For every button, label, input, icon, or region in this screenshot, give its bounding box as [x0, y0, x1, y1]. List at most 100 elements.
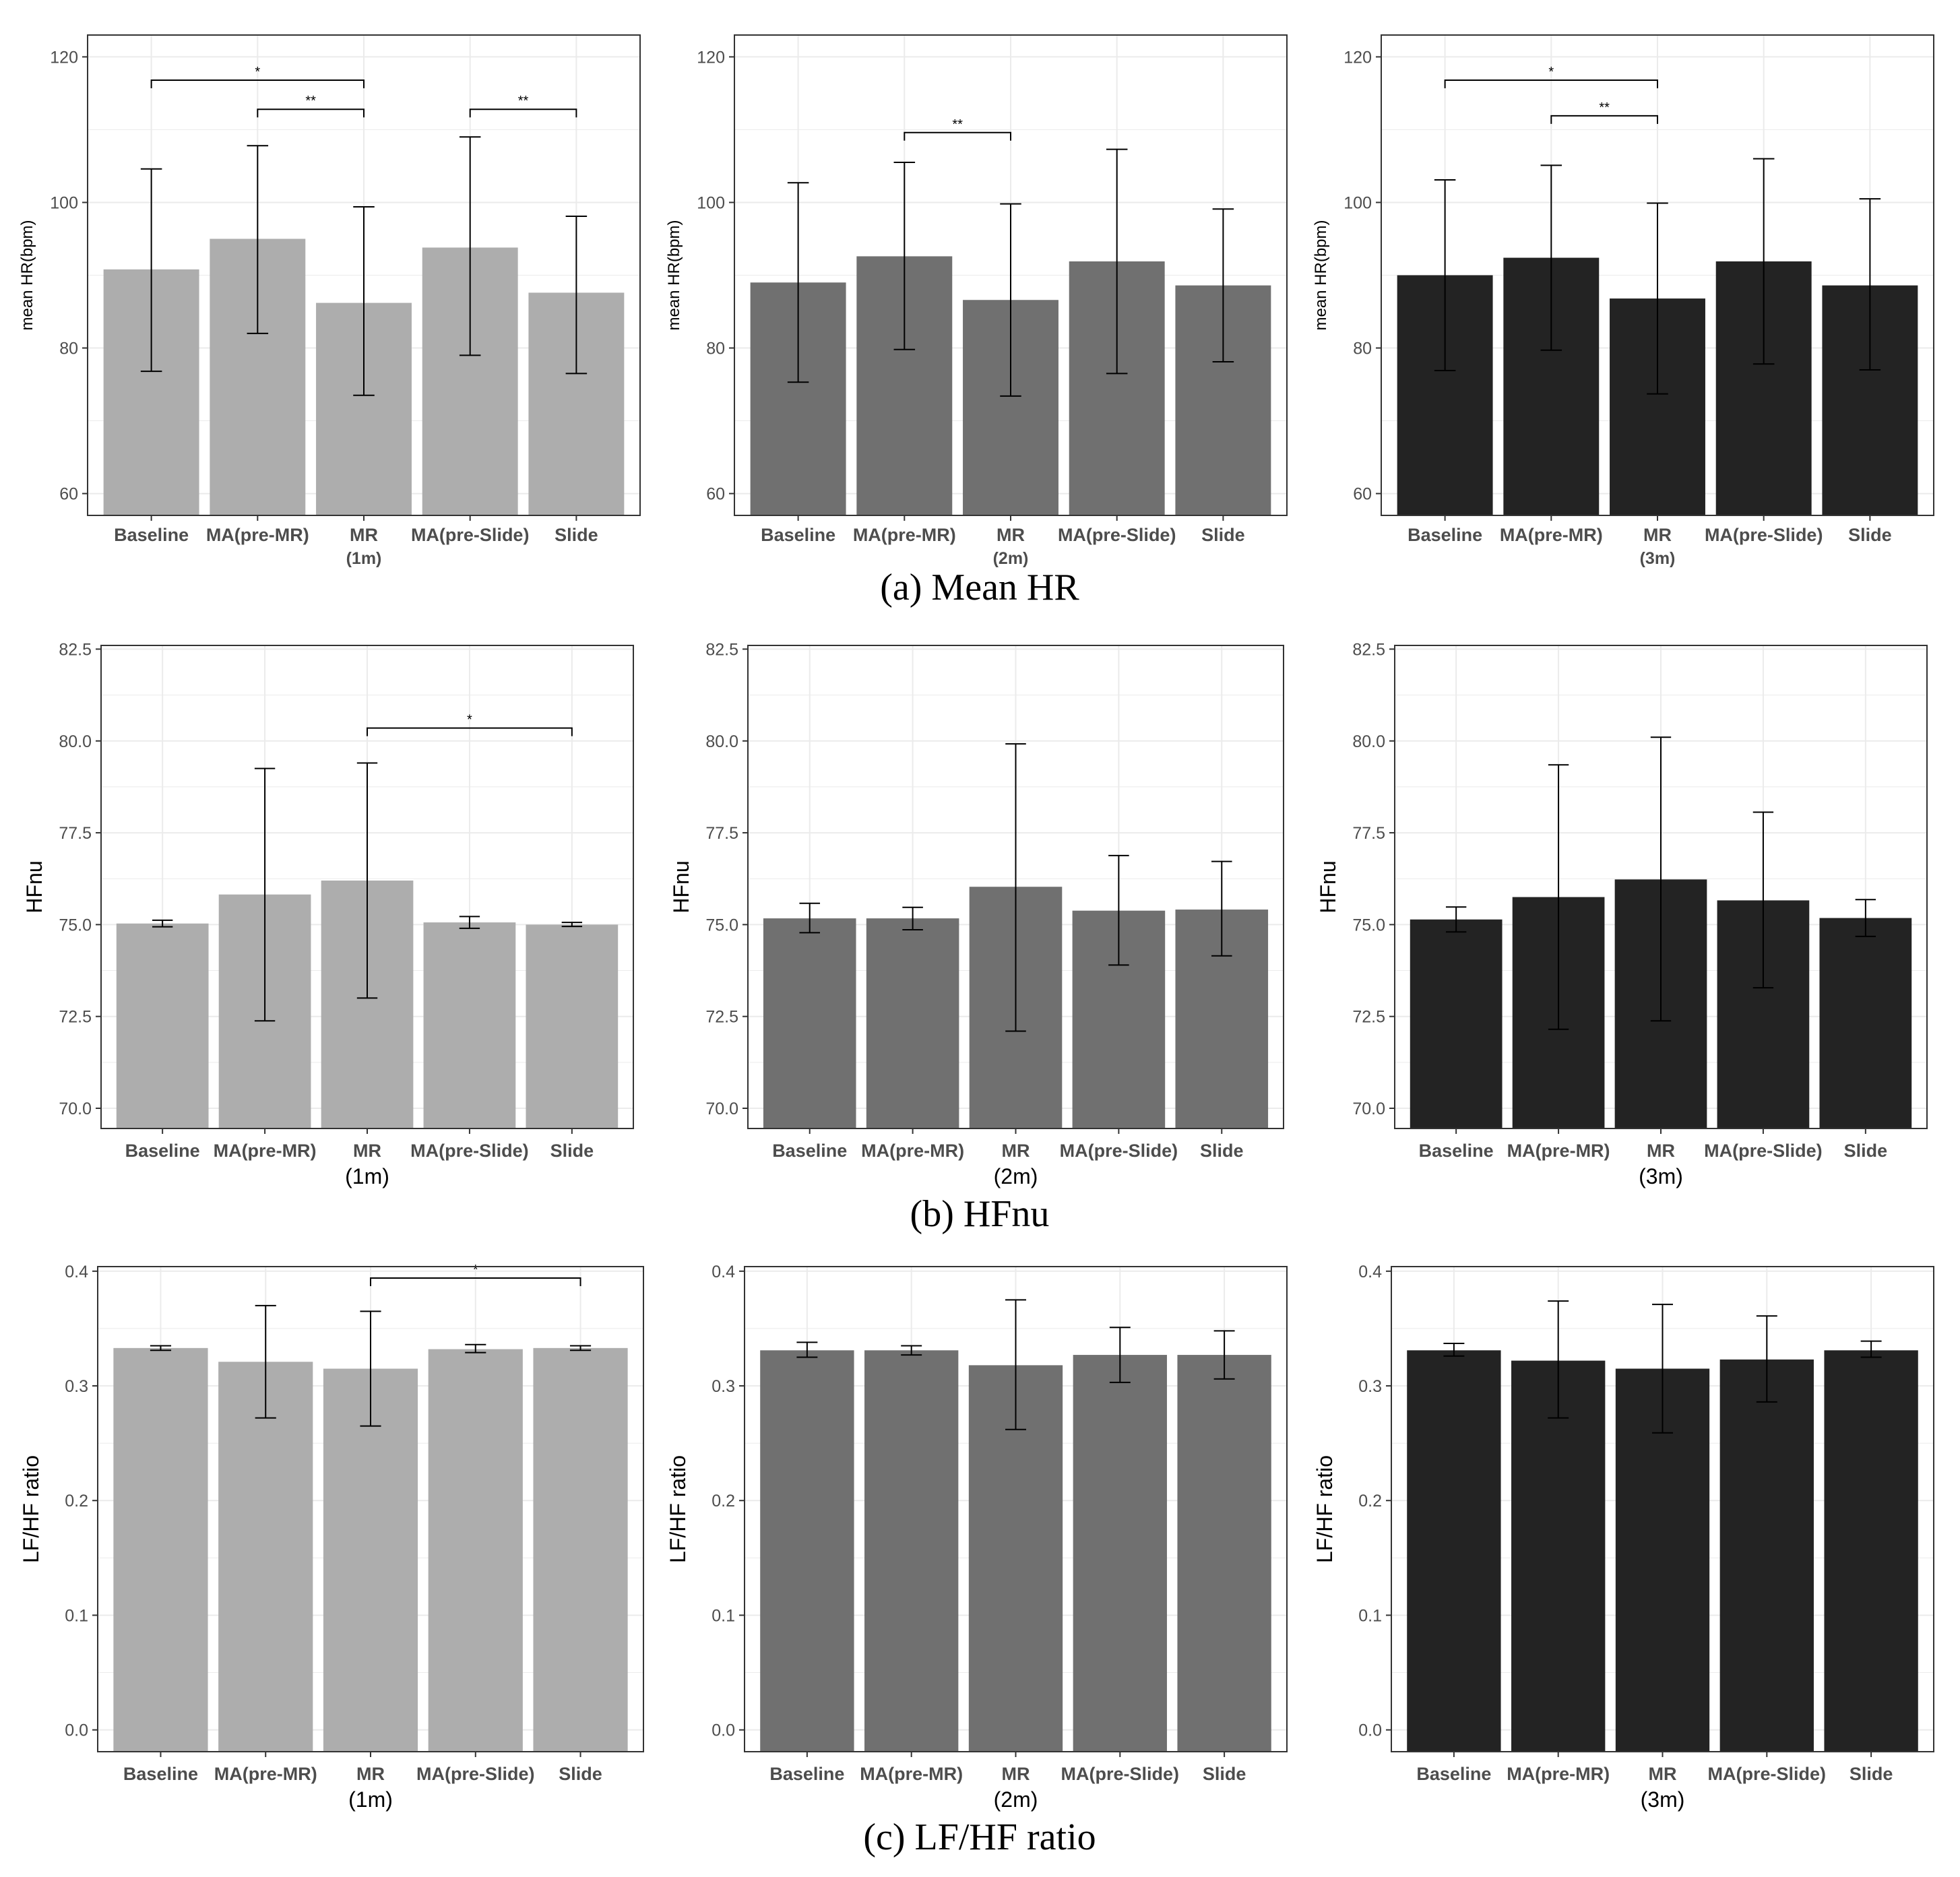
y-tick-label: 72.5: [705, 1008, 738, 1027]
y-tick-label: 0.0: [712, 1721, 735, 1740]
mr-duration-label: (3m): [1641, 1787, 1685, 1812]
y-tick-label: 82.5: [1352, 640, 1385, 659]
caption-hfnu: (b) HFnu: [910, 1193, 1050, 1235]
y-axis-title: HFnu: [1316, 860, 1340, 913]
bar-lf-2m-1: [864, 1350, 959, 1752]
x-tick-label: Baseline: [114, 525, 189, 545]
x-tick-label: Slide: [559, 1764, 602, 1784]
x-tick-label: Baseline: [1416, 1764, 1491, 1784]
y-tick-label: 77.5: [705, 824, 738, 843]
y-tick-label: 0.1: [1358, 1606, 1382, 1625]
bar-hf-2m-1: [866, 918, 959, 1128]
mr-duration-label: (2m): [994, 1787, 1038, 1812]
mr-duration-label: (3m): [1640, 549, 1676, 568]
y-tick-label: 100: [1343, 193, 1372, 212]
significance-label: *: [473, 1263, 478, 1277]
y-tick-label: 0.4: [65, 1263, 88, 1281]
chart-hf-2m: 70.0 72.5 75.0 77.5 80.0 82.5 Baseline MA(pre-M…: [669, 640, 1284, 1188]
y-tick-label: 80.0: [1352, 732, 1385, 751]
significance-bracket: [367, 727, 573, 736]
chart-lf-3m: 0.0 0.1 0.2 0.3 0.4 Baseline MA(pre-MR) MR MA(pr…: [1313, 1263, 1934, 1812]
caption-mean-hr: (a) Mean HR: [880, 567, 1079, 608]
x-tick-label: Slide: [1850, 1764, 1893, 1784]
x-tick-label: MA(pre-Slide): [411, 525, 530, 545]
bar-lf-2m-3: [1073, 1355, 1167, 1752]
x-tick-label: Baseline: [769, 1764, 844, 1784]
y-axis-title: LF/HF ratio: [1313, 1455, 1337, 1563]
significance-bracket: [1550, 115, 1658, 124]
y-tick-label: 82.5: [59, 640, 92, 659]
y-tick-label: 0.0: [65, 1721, 88, 1740]
bar-lf-2m-0: [760, 1350, 854, 1752]
x-tick-label: MA(pre-Slide): [1708, 1764, 1827, 1784]
y-tick-label: 120: [50, 48, 78, 67]
mr-duration-label: (3m): [1639, 1164, 1683, 1188]
x-tick-label: MA(pre-Slide): [416, 1764, 535, 1784]
y-tick-label: 0.4: [1358, 1263, 1382, 1281]
bar-hf-1m-4: [526, 924, 619, 1128]
mr-duration-label: (1m): [348, 1787, 393, 1812]
y-tick-label: 0.1: [65, 1606, 88, 1625]
x-tick-label: Slide: [1844, 1141, 1888, 1161]
y-tick-label: 80: [59, 340, 78, 358]
significance-bracket: [469, 108, 577, 118]
bar-hf-1m-0: [116, 923, 209, 1128]
y-tick-label: 0.3: [65, 1377, 88, 1396]
x-tick-label: MA(pre-MR): [214, 1764, 317, 1784]
x-tick-label: MA(pre-MR): [1507, 1764, 1610, 1784]
x-tick-label: MA(pre-Slide): [1704, 1141, 1823, 1161]
y-tick-label: 77.5: [59, 824, 92, 843]
significance-label: **: [952, 117, 963, 132]
y-tick-label: 0.1: [712, 1606, 735, 1625]
y-tick-label: 0.3: [1358, 1377, 1382, 1396]
y-tick-label: 60: [706, 485, 725, 504]
y-tick-label: 60: [59, 485, 78, 504]
x-tick-label: Baseline: [1419, 1141, 1494, 1161]
bar-hf-3m-0: [1410, 919, 1503, 1128]
x-tick-label: MA(pre-Slide): [1060, 1141, 1178, 1161]
x-tick-label: Slide: [1848, 525, 1892, 545]
significance-bracket: [904, 131, 1011, 141]
x-tick-label: MA(pre-MR): [206, 525, 309, 545]
significance-label: **: [1599, 100, 1610, 115]
y-axis-title: mean HR(bpm): [1312, 220, 1330, 330]
y-tick-label: 100: [50, 193, 78, 212]
chart-lf-2m: 0.0 0.1 0.2 0.3 0.4 Baseline MA(pre-MR) MR MA(pr…: [666, 1263, 1288, 1812]
y-tick-label: 0.4: [712, 1263, 735, 1281]
chart-lf-1m: * 0.0 0.1 0.2 0.3 0.4 Baseline MA(pre-MR) MR MA(p…: [19, 1263, 644, 1812]
x-tick-label: MA(pre-MR): [861, 1141, 964, 1161]
x-tick-label: Baseline: [125, 1141, 200, 1161]
bar-lf-1m-1: [218, 1362, 313, 1752]
y-tick-label: 0.3: [712, 1377, 735, 1396]
x-tick-label: MA(pre-MR): [214, 1141, 317, 1161]
x-tick-label: Slide: [1201, 525, 1245, 545]
bar-lf-1m-2: [323, 1368, 418, 1752]
x-tick-label: MR: [1002, 1141, 1030, 1161]
y-tick-label: 72.5: [59, 1008, 92, 1027]
mr-duration-label: (2m): [994, 1164, 1038, 1188]
x-tick-label: Slide: [555, 525, 598, 545]
y-tick-label: 0.0: [1358, 1721, 1382, 1740]
y-tick-label: 72.5: [1352, 1008, 1385, 1027]
y-tick-label: 80.0: [705, 732, 738, 751]
y-tick-label: 100: [697, 193, 725, 212]
caption-lfhf: (c) LF/HF ratio: [863, 1816, 1096, 1858]
chart-hf-3m: 70.0 72.5 75.0 77.5 80.0 82.5 Baseline MA(pre-M…: [1316, 640, 1928, 1188]
significance-label: *: [255, 65, 260, 79]
x-tick-label: MR: [1649, 1764, 1677, 1784]
x-tick-label: Slide: [550, 1141, 594, 1161]
chart-hr-2m: ** 60 80 100 120 Baseline MA(pre-MR) MR MA(pre-S…: [665, 34, 1288, 568]
significance-label: **: [305, 94, 316, 108]
y-tick-label: 80: [706, 340, 725, 358]
x-tick-label: MR: [356, 1764, 385, 1784]
x-tick-label: MA(pre-MR): [853, 525, 956, 545]
bar-lf-1m-4: [533, 1347, 628, 1752]
x-tick-label: MA(pre-MR): [860, 1764, 963, 1784]
x-tick-label: MR: [997, 525, 1025, 545]
x-tick-label: MR: [1647, 1141, 1675, 1161]
bar-lf-3m-0: [1407, 1350, 1501, 1752]
x-tick-label: MA(pre-Slide): [1058, 525, 1176, 545]
y-tick-label: 80.0: [59, 732, 92, 751]
